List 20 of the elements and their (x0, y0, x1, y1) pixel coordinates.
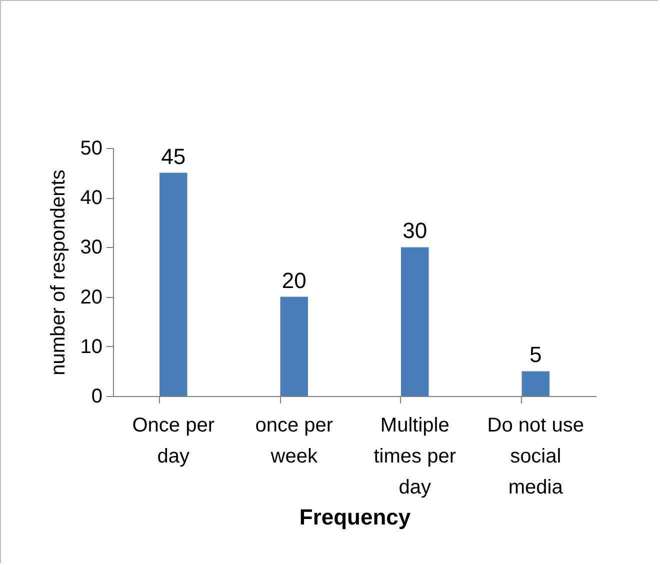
y-tick-label: 50 (80, 138, 102, 160)
y-tick-label: 0 (91, 386, 102, 408)
y-tick-label: 30 (80, 236, 102, 259)
x-tick-label: Multiple times per day (374, 414, 456, 498)
bar (400, 247, 429, 396)
y-tick-label: 20 (80, 286, 102, 308)
x-axis-title: Frequency (299, 504, 412, 530)
y-axis-title: number of respondents (47, 170, 70, 376)
x-tick-label: Once per day (132, 414, 215, 468)
data-label: 30 (402, 218, 428, 244)
x-tick-label: Do not use social media (487, 414, 584, 498)
bar (159, 172, 188, 396)
data-label: 5 (530, 342, 542, 368)
y-tick-label: 10 (80, 336, 102, 358)
y-tick-label: 40 (80, 187, 102, 210)
data-label: 20 (282, 268, 306, 293)
bar (280, 296, 308, 396)
bar (522, 371, 550, 396)
data-label: 45 (161, 144, 186, 169)
x-tick-label: once per week (255, 414, 334, 468)
